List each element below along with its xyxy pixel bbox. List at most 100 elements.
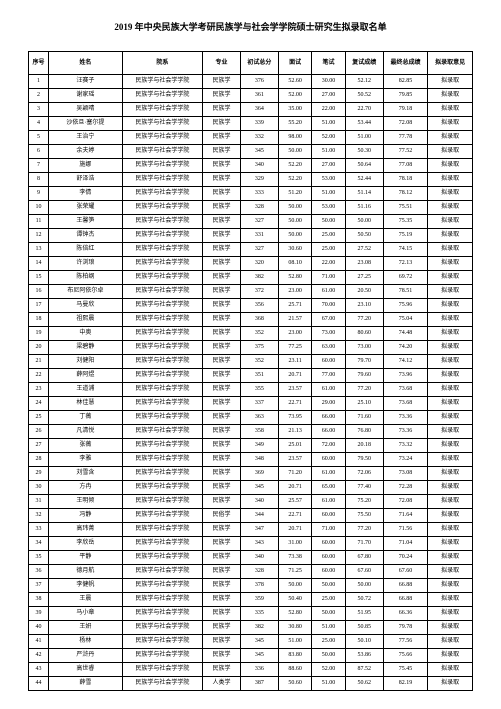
cell-zzcj: 75.96 (383, 299, 428, 313)
cell-ms: 50.00 (278, 579, 311, 593)
cell-major: 民族学 (203, 145, 241, 159)
cell-yj: 拟录取 (428, 537, 473, 551)
cell-fscj: 50.30 (345, 145, 383, 159)
cell-major: 民族学 (203, 397, 241, 411)
cell-zzcj: 77.08 (383, 159, 428, 173)
cell-dept: 民族学与社会学学院 (122, 663, 202, 677)
table-row: 4沙依旦·塞尔提民族学与社会学学院民族学33955.2051.0053.4472… (29, 117, 473, 131)
cell-zzcj: 73.36 (383, 425, 428, 439)
cell-fs: 60.00 (312, 537, 345, 551)
cell-yj: 拟录取 (428, 355, 473, 369)
cell-name: 薛雪 (49, 677, 123, 691)
cell-idx: 8 (29, 173, 49, 187)
cell-yj: 拟录取 (428, 467, 473, 481)
cell-major: 民族学 (203, 369, 241, 383)
admission-table: 序号 姓名 院系 专业 初试总分 面试 笔试 复试成绩 最终总成绩 拟录取意见 … (28, 51, 473, 691)
cell-ms: 31.00 (278, 537, 311, 551)
cell-cs: 376 (240, 75, 278, 89)
cell-fscj: 50.52 (345, 89, 383, 103)
cell-zzcj: 75.51 (383, 201, 428, 215)
cell-name: 许浏琅 (49, 257, 123, 271)
col-header-dept: 院系 (122, 52, 202, 75)
cell-cs: 364 (240, 103, 278, 117)
cell-zzcj: 78.12 (383, 187, 428, 201)
cell-yj: 拟录取 (428, 299, 473, 313)
cell-cs: 343 (240, 537, 278, 551)
cell-major: 民族学 (203, 481, 241, 495)
cell-dept: 民族学与社会学学院 (122, 271, 202, 285)
cell-yj: 拟录取 (428, 621, 473, 635)
cell-name: 布尼阿依尔卓 (49, 285, 123, 299)
cell-yj: 拟录取 (428, 201, 473, 215)
cell-name: 舒泽浩 (49, 173, 123, 187)
cell-idx: 40 (29, 621, 49, 635)
cell-dept: 民族学与社会学学院 (122, 551, 202, 565)
cell-fs: 60.00 (312, 355, 345, 369)
cell-fs: 66.00 (312, 425, 345, 439)
page-title: 2019 年中央民族大学考研民族学与社会学学院硕士研究生拟录取名单 (28, 20, 473, 33)
cell-zzcj: 72.08 (383, 117, 428, 131)
cell-fscj: 77.20 (345, 383, 383, 397)
cell-major: 人类学 (203, 677, 241, 691)
cell-fs: 60.00 (312, 551, 345, 565)
table-row: 9李倩民族学与社会学学院民族学33351.2051.0051.1478.12拟录… (29, 187, 473, 201)
cell-ms: 08.10 (278, 257, 311, 271)
cell-ms: 30.80 (278, 621, 311, 635)
cell-idx: 35 (29, 551, 49, 565)
cell-name: 谢家瑶 (49, 89, 123, 103)
cell-zzcj: 78.51 (383, 285, 428, 299)
cell-name: 施娜 (49, 159, 123, 173)
cell-major: 民族学 (203, 453, 241, 467)
cell-major: 民族学 (203, 551, 241, 565)
cell-cs: 327 (240, 215, 278, 229)
cell-fs: 25.00 (312, 635, 345, 649)
cell-ms: 20.71 (278, 523, 311, 537)
cell-ms: 30.60 (278, 243, 311, 257)
cell-major: 民族学 (203, 229, 241, 243)
cell-zzcj: 69.72 (383, 271, 428, 285)
cell-idx: 6 (29, 145, 49, 159)
cell-yj: 拟录取 (428, 397, 473, 411)
cell-zzcj: 75.19 (383, 229, 428, 243)
cell-idx: 23 (29, 383, 49, 397)
cell-yj: 拟录取 (428, 495, 473, 509)
cell-fscj: 77.20 (345, 313, 383, 327)
cell-fscj: 53.86 (345, 649, 383, 663)
cell-yj: 拟录取 (428, 453, 473, 467)
cell-dept: 民族学与社会学学院 (122, 649, 202, 663)
cell-major: 民族学 (203, 355, 241, 369)
cell-ms: 73.95 (278, 411, 311, 425)
cell-dept: 民族学与社会学学院 (122, 159, 202, 173)
table-row: 39马小章民族学与社会学学院民族学33552.8050.0051.9566.36… (29, 607, 473, 621)
cell-zzcj: 71.64 (383, 509, 428, 523)
cell-dept: 民族学与社会学学院 (122, 173, 202, 187)
cell-zzcj: 82.85 (383, 75, 428, 89)
cell-idx: 4 (29, 117, 49, 131)
cell-name: 冯静 (49, 509, 123, 523)
cell-yj: 拟录取 (428, 565, 473, 579)
cell-fs: 53.00 (312, 173, 345, 187)
cell-dept: 民族学与社会学学院 (122, 565, 202, 579)
cell-dept: 民族学与社会学学院 (122, 439, 202, 453)
cell-dept: 民族学与社会学学院 (122, 607, 202, 621)
cell-name: 张薇 (49, 439, 123, 453)
cell-ms: 83.80 (278, 649, 311, 663)
cell-dept: 民族学与社会学学院 (122, 187, 202, 201)
cell-fs: 66.00 (312, 411, 345, 425)
cell-ms: 51.20 (278, 187, 311, 201)
table-row: 37李健帆民族学与社会学学院民族学37850.0050.0050.0066.88… (29, 579, 473, 593)
table-row: 3吴颖晴民族学与社会学学院民族学36435.0022.0022.7079.18拟… (29, 103, 473, 117)
cell-zzcj: 74.12 (383, 355, 428, 369)
cell-dept: 民族学与社会学学院 (122, 495, 202, 509)
cell-zzcj: 79.18 (383, 103, 428, 117)
cell-idx: 21 (29, 355, 49, 369)
cell-ms: 21.13 (278, 425, 311, 439)
table-header-row: 序号 姓名 院系 专业 初试总分 面试 笔试 复试成绩 最终总成绩 拟录取意见 (29, 52, 473, 75)
cell-fscj: 75.20 (345, 495, 383, 509)
cell-ms: 50.40 (278, 593, 311, 607)
cell-cs: 345 (240, 481, 278, 495)
cell-dept: 民族学与社会学学院 (122, 593, 202, 607)
cell-major: 民族学 (203, 593, 241, 607)
cell-yj: 拟录取 (428, 523, 473, 537)
table-row: 38王晨民族学与社会学学院民族学35950.4025.0050.7266.88拟… (29, 593, 473, 607)
